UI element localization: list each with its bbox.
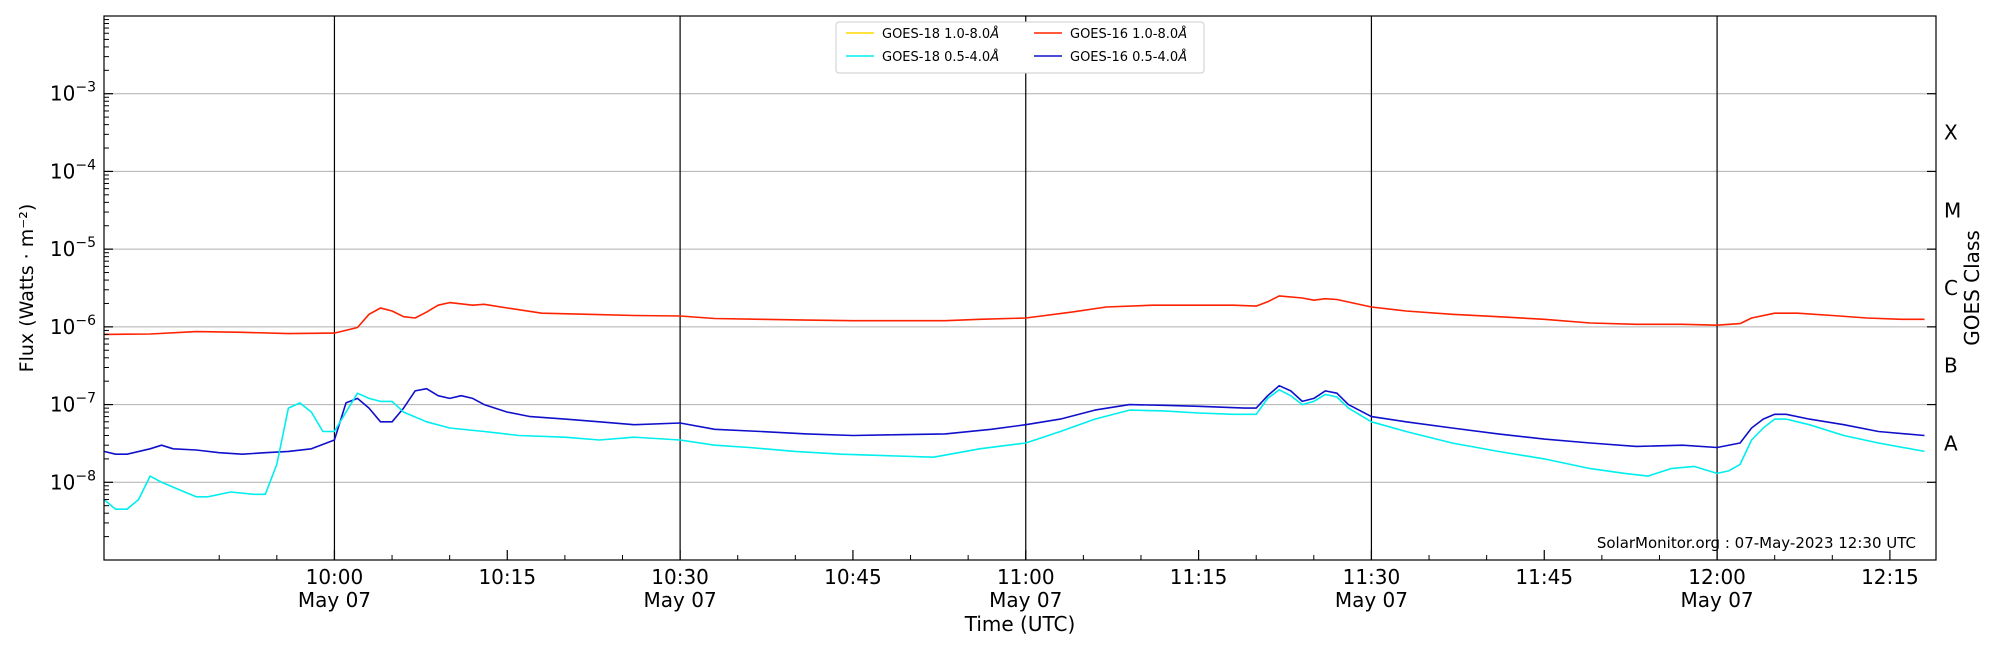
y-tick-label: 10−8: [50, 468, 96, 494]
y-tick-exponent: −3: [75, 80, 96, 96]
goes-class-labels: X M C B A: [1944, 121, 1961, 456]
x-tick-label: 12:15: [1861, 565, 1919, 589]
legend-entry-unit: Å: [1177, 49, 1187, 65]
goes-class-c: C: [1944, 276, 1958, 300]
data-series: [103, 295, 1925, 510]
x-tick-date-label: May 07: [989, 588, 1062, 612]
y-tick-base: 10: [50, 393, 75, 417]
x-axis-label: Time (UTC): [964, 612, 1076, 636]
y-tick-exponent: −7: [75, 391, 96, 407]
goes-class-b: B: [1944, 354, 1958, 378]
x-tick-date-label: May 07: [1681, 588, 1754, 612]
legend-entry-name: GOES-16 0.5-4.0: [1070, 50, 1178, 65]
legend-entry-name: GOES-18 0.5-4.0: [882, 50, 990, 65]
y-gridlines: [104, 93, 1936, 483]
goes-class-x: X: [1944, 121, 1958, 145]
y-tick-label: 10−7: [50, 391, 96, 417]
legend: GOES-18 1.0-8.0Å GOES-16 1.0-8.0ÅGOES-18 …: [835, 21, 1205, 74]
x-tick-label: 10:15: [478, 565, 536, 589]
y-tick-base: 10: [50, 470, 75, 494]
x-tick-date-label: May 07: [1335, 588, 1408, 612]
x-tick-label: 11:15: [1170, 565, 1228, 589]
x-tick-date-label: May 07: [644, 588, 717, 612]
legend-entry-unit: Å: [989, 26, 999, 42]
y-tick-base: 10: [50, 82, 75, 106]
legend-entry: GOES-18 0.5-4.0Å: [882, 49, 999, 65]
legend-entry-name: GOES-16 1.0-8.0: [1070, 27, 1178, 42]
y-tick-exponent: −8: [75, 468, 96, 484]
y-tick-label: 10−3: [50, 80, 96, 106]
series-line-0: [103, 295, 1925, 336]
y-tick-label: 10−6: [50, 313, 96, 339]
goes-class-m: M: [1944, 198, 1961, 222]
y-tick-base: 10: [50, 315, 75, 339]
x-tick-label: 11:30: [1343, 565, 1401, 589]
y-axis-label: Flux (Watts · m⁻²): [16, 204, 38, 373]
legend-entry-name: GOES-18 1.0-8.0: [882, 27, 990, 42]
series-line-2: [103, 389, 1925, 510]
legend-entry: GOES-18 1.0-8.0Å: [882, 26, 999, 42]
y-axis-ticks: 10−810−710−610−510−410−3: [50, 19, 1936, 538]
x-tick-label: 10:00: [306, 565, 364, 589]
x-tick-label: 10:30: [651, 565, 709, 589]
y-tick-exponent: −4: [75, 157, 96, 173]
legend-entry: GOES-16 0.5-4.0Å: [1070, 49, 1187, 65]
x-tick-label: 10:45: [824, 565, 882, 589]
goes-class-a: A: [1944, 431, 1958, 455]
x-tick-label: 12:00: [1688, 565, 1746, 589]
legend-entry-unit: Å: [989, 49, 999, 65]
series-line-1: [103, 384, 1925, 455]
watermark: SolarMonitor.org : 07-May-2023 12:30 UTC: [1597, 534, 1916, 552]
y-tick-base: 10: [50, 159, 75, 183]
x-tick-date-label: May 07: [298, 588, 371, 612]
y-tick-base: 10: [50, 237, 75, 261]
goes-class-axis-label: GOES Class: [1960, 230, 1984, 346]
y-tick-exponent: −5: [75, 235, 96, 251]
x-tick-label: 11:45: [1515, 565, 1573, 589]
legend-entry: GOES-16 1.0-8.0Å: [1070, 26, 1187, 42]
legend-box: [835, 21, 1205, 74]
date-boundary-lines: [333, 16, 1718, 560]
legend-entry-unit: Å: [1177, 26, 1187, 42]
plot-frame: [103, 15, 1937, 561]
x-tick-label: 11:00: [997, 565, 1055, 589]
y-tick-label: 10−5: [50, 235, 96, 261]
y-tick-exponent: −6: [75, 313, 96, 329]
y-tick-label: 10−4: [50, 157, 96, 183]
